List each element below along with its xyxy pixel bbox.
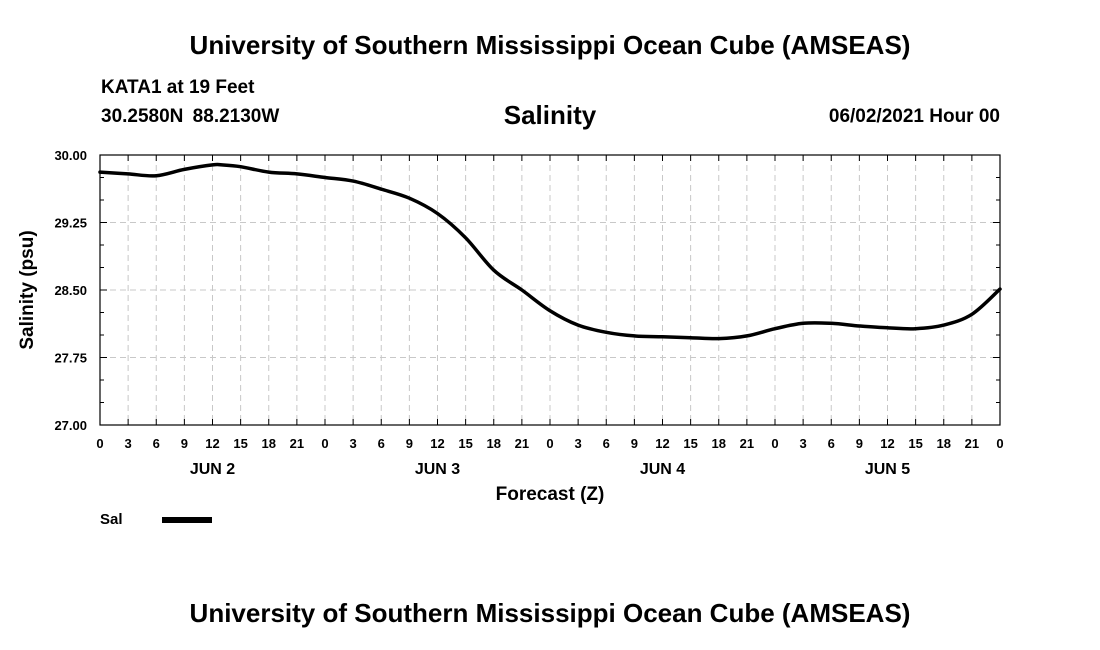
x-axis-title: Forecast (Z): [496, 484, 605, 505]
x-tick-label: 15: [683, 436, 697, 451]
day-label: JUN 2: [190, 461, 235, 478]
legend: Sal: [100, 511, 212, 528]
x-tick-label: 9: [181, 436, 188, 451]
x-tick-label: 9: [856, 436, 863, 451]
x-tick-label: 12: [880, 436, 894, 451]
chart-footer-title: University of Southern Mississippi Ocean…: [189, 598, 911, 628]
x-axis-tick-labels: 0 3 6 9 12 15 18 21 0 3 6 9 12 15 18 21 0 3 6 9 12 15 18 21 0 3 6 9…: [96, 436, 1003, 451]
x-tick-label: 6: [828, 436, 835, 451]
x-tick-label: 21: [290, 436, 304, 451]
x-tick-label: 0: [996, 436, 1003, 451]
x-tick-label: 0: [321, 436, 328, 451]
x-tick-label: 3: [575, 436, 582, 451]
axis-ticks: [99, 154, 1001, 426]
x-tick-label: 0: [771, 436, 778, 451]
x-tick-label: 21: [515, 436, 529, 451]
series-lines: [98, 162, 1002, 341]
x-tick-label: 3: [800, 436, 807, 451]
x-tick-label: 18: [712, 436, 726, 451]
y-axis-tick-labels: 27.00 27.75 28.50 29.25 30.00: [54, 148, 87, 433]
x-tick-label: 18: [262, 436, 276, 451]
y-tick-label: 30.00: [54, 148, 87, 163]
legend-label-sal: Sal: [100, 511, 123, 528]
x-tick-label: 6: [603, 436, 610, 451]
forecast-run-time: 06/02/2021 Hour 00: [828, 106, 1000, 127]
y-tick-label: 28.50: [54, 283, 87, 298]
x-tick-label: 3: [350, 436, 357, 451]
x-tick-label: 18: [937, 436, 951, 451]
x-tick-label: 12: [430, 436, 444, 451]
x-tick-label: 3: [125, 436, 132, 451]
x-tick-label: 6: [153, 436, 160, 451]
x-tick-label: 0: [546, 436, 553, 451]
day-label: JUN 3: [415, 461, 460, 478]
x-tick-label: 12: [205, 436, 219, 451]
day-label: JUN 5: [865, 461, 910, 478]
y-tick-label: 27.00: [54, 418, 87, 433]
x-tick-label: 15: [908, 436, 922, 451]
station-label: KATA1 at 19 Feet: [101, 77, 255, 98]
y-axis-title: Salinity (psu): [17, 230, 38, 349]
grid-lines: [100, 155, 1000, 425]
chart-title: Salinity: [503, 100, 597, 130]
y-tick-label: 27.75: [54, 351, 87, 366]
x-tick-label: 15: [458, 436, 472, 451]
x-tick-label: 0: [96, 436, 103, 451]
x-tick-label: 15: [233, 436, 247, 451]
day-label: JUN 4: [640, 461, 685, 478]
station-coordinates: 30.2580N 88.2130W: [101, 106, 280, 127]
x-tick-label: 21: [740, 436, 754, 451]
y-tick-label: 29.25: [54, 216, 87, 231]
x-tick-label: 18: [487, 436, 501, 451]
day-labels: JUN 2 JUN 3 JUN 4 JUN 5: [190, 461, 910, 478]
x-tick-label: 9: [406, 436, 413, 451]
x-tick-label: 21: [965, 436, 979, 451]
x-tick-label: 6: [378, 436, 385, 451]
x-tick-label: 9: [631, 436, 638, 451]
x-tick-label: 12: [655, 436, 669, 451]
series-line-sal: [98, 162, 1002, 341]
chart-main-title: University of Southern Mississippi Ocean…: [189, 30, 911, 60]
